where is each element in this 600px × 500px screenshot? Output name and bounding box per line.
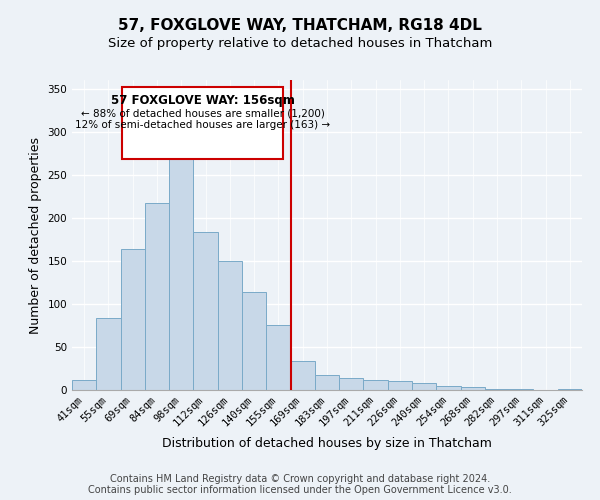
Bar [388, 382, 412, 390]
Bar [242, 292, 266, 390]
Text: Contains public sector information licensed under the Open Government Licence v3: Contains public sector information licen… [88, 485, 512, 495]
Y-axis label: Number of detached properties: Number of detached properties [29, 136, 42, 334]
Bar [558, 389, 582, 390]
Bar [169, 143, 193, 390]
Text: Size of property relative to detached houses in Thatcham: Size of property relative to detached ho… [108, 38, 492, 51]
Text: 57 FOXGLOVE WAY: 156sqm: 57 FOXGLOVE WAY: 156sqm [110, 94, 295, 107]
Bar [364, 380, 388, 390]
Bar [315, 374, 339, 390]
Bar [290, 360, 315, 390]
Bar [72, 380, 96, 390]
Text: ← 88% of detached houses are smaller (1,200): ← 88% of detached houses are smaller (1,… [80, 108, 325, 118]
Bar [145, 203, 169, 390]
Text: 12% of semi-detached houses are larger (163) →: 12% of semi-detached houses are larger (… [75, 120, 330, 130]
FancyBboxPatch shape [122, 87, 283, 159]
X-axis label: Distribution of detached houses by size in Thatcham: Distribution of detached houses by size … [162, 437, 492, 450]
Bar [509, 389, 533, 390]
Bar [339, 378, 364, 390]
Text: Contains HM Land Registry data © Crown copyright and database right 2024.: Contains HM Land Registry data © Crown c… [110, 474, 490, 484]
Bar [485, 389, 509, 390]
Bar [436, 386, 461, 390]
Text: 57, FOXGLOVE WAY, THATCHAM, RG18 4DL: 57, FOXGLOVE WAY, THATCHAM, RG18 4DL [118, 18, 482, 32]
Bar [266, 324, 290, 390]
Bar [96, 318, 121, 390]
Bar [461, 388, 485, 390]
Bar [121, 249, 145, 390]
Bar [412, 383, 436, 390]
Bar [218, 261, 242, 390]
Bar [193, 232, 218, 390]
